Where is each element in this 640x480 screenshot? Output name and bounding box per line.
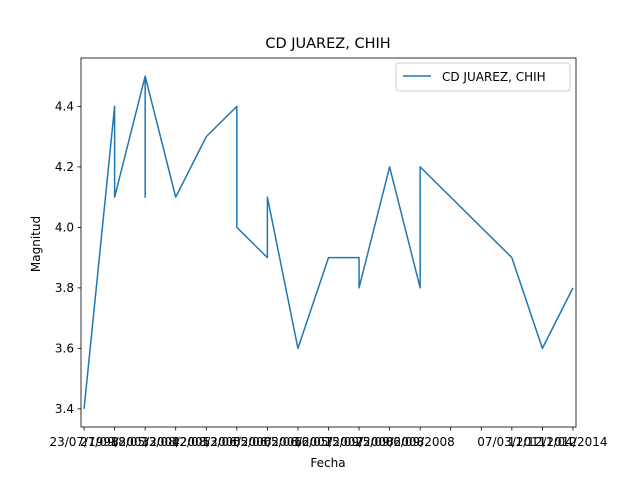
x-tick-label: 23/07/1998 bbox=[49, 435, 118, 449]
y-tick-label: 3.4 bbox=[55, 402, 74, 416]
x-tick-label: 25/09/2008 bbox=[355, 435, 424, 449]
data-point bbox=[114, 196, 116, 198]
chart-title: CD JUAREZ, CHIH bbox=[265, 36, 390, 52]
x-tick-label: 07/03/2011 bbox=[477, 435, 546, 449]
data-point bbox=[144, 75, 146, 77]
data-point bbox=[358, 287, 360, 289]
legend-box bbox=[395, 62, 571, 92]
data-point bbox=[267, 196, 269, 198]
y-tick-label: 4.0 bbox=[55, 220, 74, 234]
x-tick-label: 11/12/2012 bbox=[508, 435, 577, 449]
y-axis-label: Magnitud bbox=[29, 216, 43, 272]
x-tick-label: 13/06/2006 bbox=[202, 435, 271, 449]
y-tick-label: 3.8 bbox=[55, 281, 74, 295]
data-point bbox=[542, 348, 544, 350]
data-point bbox=[328, 257, 330, 259]
y-tick-label: 4.2 bbox=[55, 160, 74, 174]
data-point bbox=[389, 166, 391, 168]
x-tick-label: 11/04/2014 bbox=[538, 435, 607, 449]
data-point bbox=[511, 257, 513, 259]
x-tick-label: 13/08/2005 bbox=[141, 435, 210, 449]
x-tick-label: 18/05/2004 bbox=[111, 435, 180, 449]
x-tick-label: 15/09/2008 bbox=[324, 435, 393, 449]
y-tick-label: 4.4 bbox=[55, 99, 74, 113]
data-point bbox=[144, 196, 146, 198]
data-point bbox=[419, 287, 421, 289]
plot-area: 3.4 3.6 3.8 4.0 4.2 4.4 23/07/199827/09/200318… bbox=[49, 57, 608, 449]
data-point bbox=[114, 106, 116, 108]
y-tick-label: 3.6 bbox=[55, 341, 74, 355]
x-tick-label: 16/05/2007 bbox=[294, 435, 363, 449]
x-axis-label: Fecha bbox=[310, 456, 345, 470]
legend-label: CD JUAREZ, CHIH bbox=[442, 70, 546, 84]
data-point bbox=[205, 136, 207, 138]
x-tick-label: 05/06/2007 bbox=[263, 435, 332, 449]
data-point bbox=[236, 106, 238, 108]
data-point bbox=[419, 166, 421, 168]
x-tick-label: 27/09/2003 bbox=[80, 435, 149, 449]
x-tick-label: 05/06/2006 bbox=[233, 435, 302, 449]
x-tick-label: 06/09/2008 bbox=[386, 435, 455, 449]
data-point bbox=[572, 287, 574, 289]
data-point bbox=[267, 257, 269, 259]
data-point bbox=[236, 227, 238, 229]
series-line bbox=[83, 75, 574, 409]
legend: CD JUAREZ, CHIH bbox=[395, 62, 571, 92]
data-point bbox=[83, 408, 85, 410]
data-point bbox=[175, 196, 177, 198]
data-point bbox=[297, 348, 299, 350]
data-point bbox=[358, 257, 360, 259]
x-tick-label: 12/08/2005 bbox=[172, 435, 241, 449]
